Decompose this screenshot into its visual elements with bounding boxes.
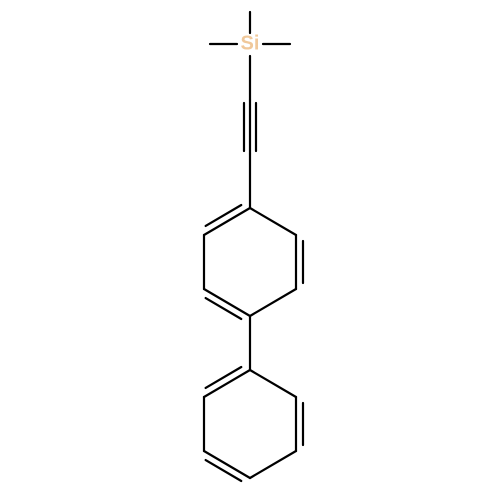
atoms-group: Si	[241, 32, 260, 54]
molecule-diagram: Si	[0, 0, 500, 500]
bonds-group	[204, 12, 303, 481]
atom-label-si: Si	[241, 32, 260, 54]
